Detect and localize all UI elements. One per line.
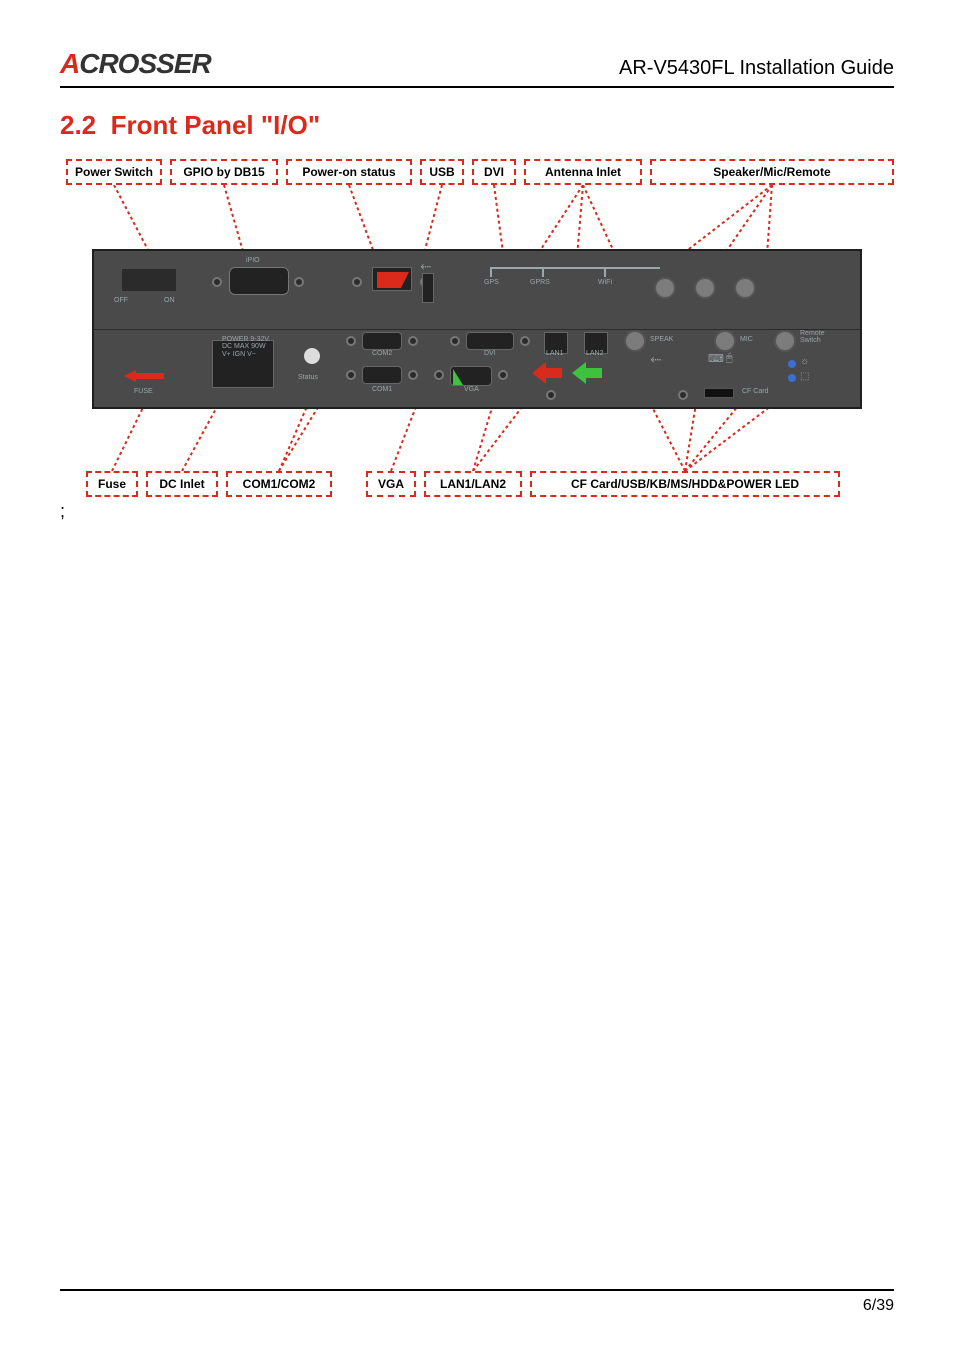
mouse-icon: 🖱 bbox=[726, 352, 733, 365]
cf-card-label: CF Card bbox=[742, 388, 768, 395]
remote-label: Remote Switch bbox=[800, 330, 825, 344]
dvi-label: DVI bbox=[484, 350, 496, 357]
screw-icon bbox=[294, 277, 304, 287]
usb-port bbox=[422, 273, 434, 303]
disk-icon: ⬚ bbox=[800, 371, 809, 382]
header-rule bbox=[60, 86, 894, 88]
green-arrow-icon bbox=[572, 360, 602, 388]
usb-icon: ⬸ bbox=[650, 350, 661, 367]
section-title: Front Panel "I/O" bbox=[111, 110, 321, 140]
antenna-inlet bbox=[694, 277, 716, 299]
panel-top-row: OFF ON iPIO ⬸ GPS GPRS WiFi bbox=[94, 251, 860, 329]
screw-icon bbox=[212, 277, 222, 287]
fuse-arrow bbox=[124, 368, 164, 386]
fuse-label: FUSE bbox=[134, 388, 153, 395]
antenna-inlet bbox=[734, 277, 756, 299]
lan2-label: LAN2 bbox=[586, 350, 604, 357]
callout-label: DVI bbox=[472, 159, 516, 185]
callout-label: CF Card/USB/KB/MS/HDD&POWER LED bbox=[530, 471, 840, 497]
mic-jack bbox=[714, 330, 736, 352]
section-number: 2.2 bbox=[60, 110, 96, 140]
callout-label: Antenna Inlet bbox=[524, 159, 642, 185]
off-label: OFF bbox=[114, 297, 128, 304]
bracket-tick bbox=[604, 267, 606, 277]
status-label: Status bbox=[298, 374, 318, 381]
antenna-bracket bbox=[490, 267, 660, 269]
callout-label: GPIO by DB15 bbox=[170, 159, 278, 185]
speak-label: SPEAK bbox=[650, 336, 673, 343]
callout-label: COM1/COM2 bbox=[226, 471, 332, 497]
footer-rule bbox=[60, 1289, 894, 1291]
screw-icon bbox=[546, 390, 556, 400]
cf-card-slot bbox=[704, 388, 734, 398]
page-header: ACROSSER AR-V5430FL Installation Guide bbox=[60, 48, 894, 80]
sun-icon: ☼ bbox=[800, 356, 809, 367]
dvi-port bbox=[466, 332, 514, 350]
callout-label: LAN1/LAN2 bbox=[424, 471, 522, 497]
io-diagram: Power Switch GPIO by DB15 Power-on status U… bbox=[60, 159, 894, 499]
red-arrow-icon bbox=[532, 360, 562, 388]
logo-initial: A bbox=[60, 48, 79, 79]
page-number: 6/39 bbox=[863, 1297, 894, 1315]
power-led bbox=[788, 374, 796, 382]
logo-rest: CROSSER bbox=[79, 48, 210, 79]
gps-label: GPS bbox=[484, 279, 499, 286]
lan1-label: LAN1 bbox=[546, 350, 564, 357]
screw-icon bbox=[352, 277, 362, 287]
stray-semicolon: ; bbox=[60, 501, 894, 522]
screw-icon bbox=[408, 370, 418, 380]
device-panel: OFF ON iPIO ⬸ GPS GPRS WiFi bbox=[92, 249, 862, 409]
callout-label: DC Inlet bbox=[146, 471, 218, 497]
gprs-label: GPRS bbox=[530, 279, 550, 286]
bracket-tick bbox=[490, 267, 492, 277]
screw-icon bbox=[450, 336, 460, 346]
power-switch bbox=[122, 269, 176, 291]
on-label: ON bbox=[164, 297, 175, 304]
screw-icon bbox=[498, 370, 508, 380]
wifi-label: WiFi bbox=[598, 279, 612, 286]
com1-label: COM1 bbox=[372, 386, 392, 393]
usb-icon: ⬸ bbox=[420, 257, 431, 274]
panel-bottom-row: FUSE POWER 9-32V DC MAX 90W V+ IGN V− St… bbox=[94, 329, 860, 408]
hdd-led bbox=[788, 360, 796, 368]
vga-port bbox=[450, 366, 492, 386]
com1-port bbox=[362, 366, 402, 384]
screw-icon bbox=[346, 336, 356, 346]
antenna-inlet bbox=[654, 277, 676, 299]
ipio-label: iPIO bbox=[246, 257, 260, 264]
vga-label: VGA bbox=[464, 386, 479, 393]
com2-label: COM2 bbox=[372, 350, 392, 357]
bracket-tick bbox=[542, 267, 544, 277]
section-heading: 2.2 Front Panel "I/O" bbox=[60, 110, 894, 141]
screw-icon bbox=[408, 336, 418, 346]
remote-jack bbox=[774, 330, 796, 352]
doc-title: AR-V5430FL Installation Guide bbox=[619, 57, 894, 80]
power-status-port bbox=[372, 267, 412, 291]
callout-label: USB bbox=[420, 159, 464, 185]
callout-label: VGA bbox=[366, 471, 416, 497]
status-led bbox=[304, 348, 320, 364]
screw-icon bbox=[520, 336, 530, 346]
callout-label: Power-on status bbox=[286, 159, 412, 185]
screw-icon bbox=[434, 370, 444, 380]
mic-label: MIC bbox=[740, 336, 753, 343]
screw-icon bbox=[678, 390, 688, 400]
screw-icon bbox=[346, 370, 356, 380]
gpio-db15 bbox=[229, 267, 289, 295]
callout-label: Fuse bbox=[86, 471, 138, 497]
callout-label: Power Switch bbox=[66, 159, 162, 185]
logo: ACROSSER bbox=[60, 48, 211, 80]
kb-icon: ⌨ bbox=[708, 352, 724, 365]
power-spec-label: POWER 9-32V DC MAX 90W V+ IGN V− bbox=[222, 336, 269, 359]
com2-port bbox=[362, 332, 402, 350]
callout-label: Speaker/Mic/Remote bbox=[650, 159, 894, 185]
speaker-jack bbox=[624, 330, 646, 352]
